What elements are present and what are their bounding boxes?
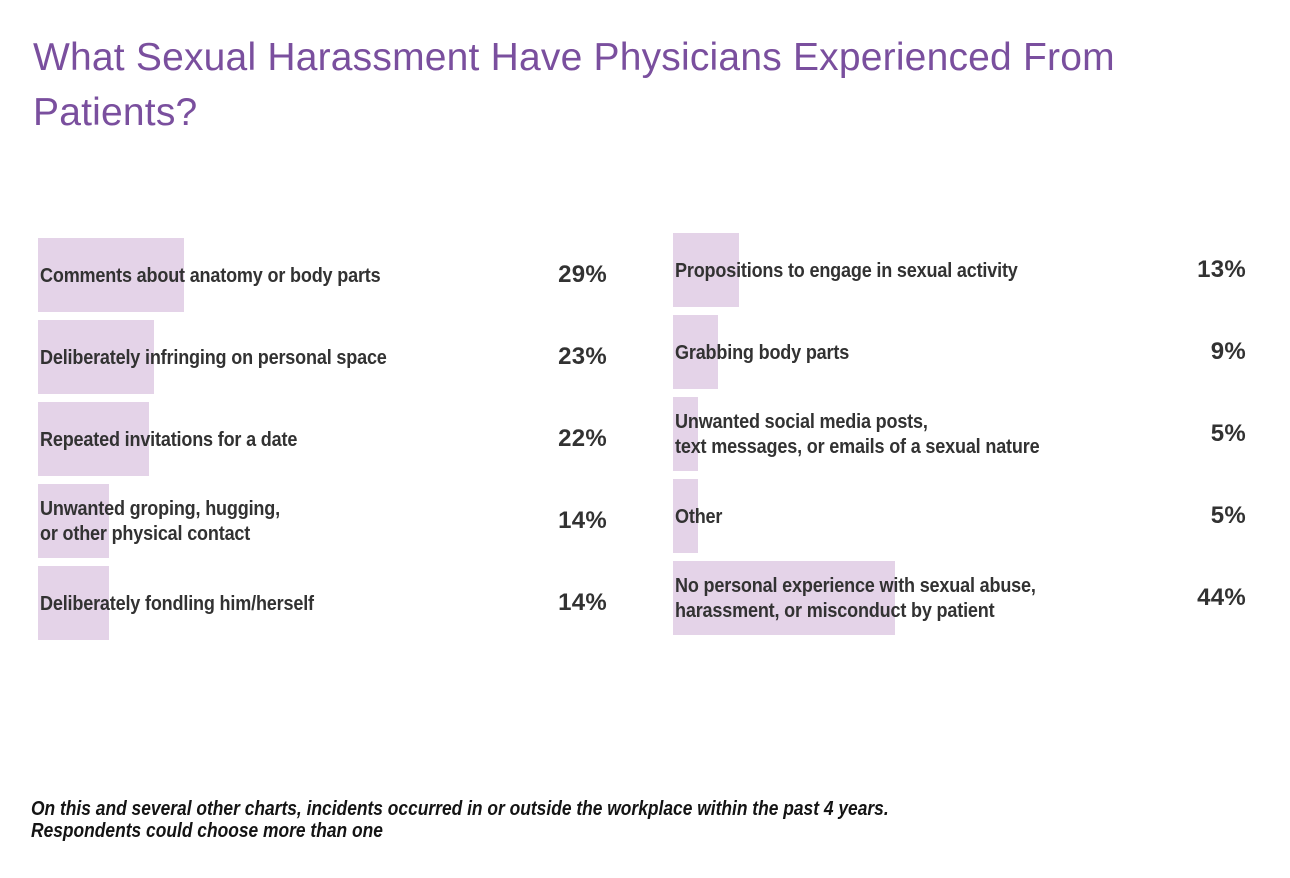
bar-label-text: Repeated invitations for a date [40, 427, 298, 451]
footnote-line-2: Respondents could choose more than one [31, 819, 383, 842]
bar-label-text: Other [675, 504, 723, 528]
bar [673, 397, 699, 471]
bar-value: 44% [1197, 584, 1246, 611]
bar [38, 484, 109, 558]
bar [38, 402, 150, 476]
bar-label-text: Unwanted groping, hugging, or other phys… [40, 497, 280, 545]
bar [673, 233, 739, 307]
footnote-line-1: On this and several other charts, incide… [31, 798, 889, 820]
bar-label-text: Propositions to engage in sexual activit… [675, 258, 1018, 282]
chart-row-0-3: Unwanted groping, hugging, or other phys… [38, 484, 607, 558]
bar-label-text: Deliberately infringing on personal spac… [40, 345, 387, 369]
chart-row-0-4: Deliberately fondling him/herself 14% [38, 566, 607, 640]
bar-label: Other [673, 504, 729, 529]
bar-label-text: No personal experience with sexual abuse… [675, 574, 1036, 622]
chart-row-0-2: Repeated invitations for a date 22% [38, 402, 607, 476]
bar [673, 315, 719, 389]
bar-value: 5% [1210, 420, 1246, 447]
bar-value: 9% [1210, 338, 1246, 365]
bar [673, 561, 896, 635]
bar [673, 479, 699, 553]
bar-label-text: Grabbing body parts [675, 340, 850, 364]
chart-row-1-4: No personal experience with sexual abuse… [673, 561, 1246, 635]
bar [38, 238, 185, 312]
bar-value: 14% [558, 507, 607, 534]
chart-row-1-3: Other 5% [673, 479, 1246, 553]
chart-row-1-2: Unwanted social media posts, text messag… [673, 397, 1246, 471]
bar-label: Comments about anatomy or body parts [38, 263, 427, 288]
bar [38, 320, 155, 394]
chart-column-left: Comments about anatomy or body parts 29%… [38, 238, 607, 648]
page-title: What Sexual Harassment Have Physicians E… [33, 36, 1115, 134]
bar-label: Repeated invitations for a date [38, 427, 332, 452]
bar-label: Deliberately infringing on personal spac… [38, 345, 434, 370]
bar-value: 29% [558, 261, 607, 288]
bar-value: 5% [1210, 502, 1246, 529]
footnote: On this and several other charts, incide… [31, 798, 1017, 842]
bar-label: Grabbing body parts [673, 340, 873, 365]
chart-row-1-0: Propositions to engage in sexual activit… [673, 233, 1246, 307]
bar-label: Propositions to engage in sexual activit… [673, 258, 1064, 283]
bar-label: Deliberately fondling him/herself [38, 591, 351, 616]
bar-value: 23% [558, 343, 607, 370]
bar-value: 14% [558, 589, 607, 616]
chart-row-1-1: Grabbing body parts 9% [673, 315, 1246, 389]
chart-column-right: Propositions to engage in sexual activit… [673, 233, 1246, 643]
bar-label-text: Comments about anatomy or body parts [40, 263, 381, 287]
bar-label-text: Deliberately fondling him/herself [40, 591, 314, 615]
bar-label: Unwanted social media posts, text messag… [673, 409, 1089, 459]
bar-value: 13% [1197, 256, 1246, 283]
chart-row-0-1: Deliberately infringing on personal spac… [38, 320, 607, 394]
bar [38, 566, 109, 640]
bar-value: 22% [558, 425, 607, 452]
bar-label: Unwanted groping, hugging, or other phys… [38, 496, 313, 546]
bar-label-text: Unwanted social media posts, text messag… [675, 410, 1040, 458]
chart-row-0-0: Comments about anatomy or body parts 29% [38, 238, 607, 312]
bar-label: No personal experience with sexual abuse… [673, 573, 1085, 623]
